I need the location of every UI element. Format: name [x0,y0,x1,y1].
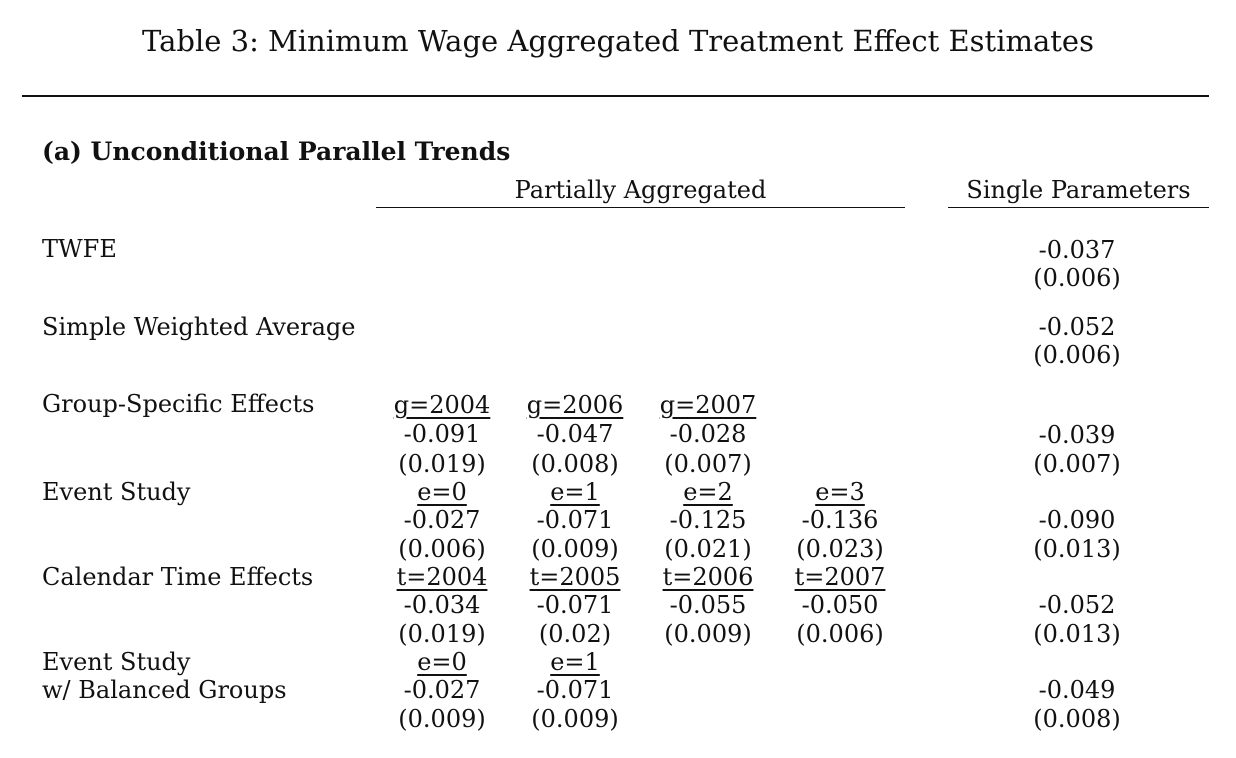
single-estimate: -0.039 [1038,421,1116,449]
group-estimate: -0.034 [403,591,481,619]
single-estimate: -0.049 [1038,676,1116,704]
group-se: (0.006) [398,535,486,563]
group-se: (0.006) [796,620,884,648]
group-se: (0.019) [398,450,486,478]
row-label-event-study: Event Study [42,478,191,506]
group-se: (0.023) [796,535,884,563]
single-estimate: -0.090 [1038,506,1116,534]
group-se: (0.021) [664,535,752,563]
single-se: (0.013) [1033,535,1121,563]
group-header: g=2007 [659,391,757,419]
group-se: (0.009) [531,705,619,733]
group-se: (0.008) [531,450,619,478]
group-header: e=0 [417,648,467,676]
single-se: (0.007) [1033,450,1121,478]
group-header: e=1 [550,648,600,676]
header-single-parameters: Single Parameters [966,176,1191,204]
group-estimate: -0.125 [669,506,747,534]
group-header: t=2005 [529,563,621,591]
group-se: (0.009) [531,535,619,563]
group-se: (0.007) [664,450,752,478]
group-header: e=0 [417,478,467,506]
group-estimate: -0.136 [801,506,879,534]
group-estimate: -0.027 [403,506,481,534]
single-estimate: -0.052 [1038,591,1116,619]
group-header: t=2006 [662,563,754,591]
single-se: (0.006) [1033,341,1121,369]
row-label-calendar-time-effects: Calendar Time Effects [42,563,314,591]
row-label-twfe: TWFE [42,235,117,263]
group-header: g=2004 [393,391,491,419]
header-rule-partial [376,207,905,208]
group-estimate: -0.091 [403,420,481,448]
top-rule [22,95,1209,97]
group-estimate: -0.028 [669,420,747,448]
single-estimate: -0.037 [1038,236,1116,264]
group-se: (0.02) [538,620,612,648]
single-se: (0.008) [1033,705,1121,733]
single-se: (0.006) [1033,264,1121,292]
group-header: t=2007 [794,563,886,591]
single-se: (0.013) [1033,620,1121,648]
row-label-event-study-balanced-line2: w/ Balanced Groups [42,676,287,704]
header-partially-aggregated: Partially Aggregated [514,176,767,204]
group-estimate: -0.055 [669,591,747,619]
header-rule-single [948,207,1209,208]
panel-title: (a) Unconditional Parallel Trends [42,137,511,166]
row-label-group-specific-effects: Group-Specific Effects [42,390,315,418]
row-label-event-study-balanced: Event Study [42,648,191,676]
group-estimate: -0.027 [403,676,481,704]
group-estimate: -0.047 [536,420,614,448]
group-header: e=2 [683,478,733,506]
row-label-simple-weighted-average: Simple Weighted Average [42,313,356,341]
group-estimate: -0.050 [801,591,879,619]
group-header: e=3 [815,478,865,506]
single-estimate: -0.052 [1038,313,1116,341]
group-header: e=1 [550,478,600,506]
table-title: Table 3: Minimum Wage Aggregated Treatme… [142,24,1094,58]
group-header: g=2006 [526,391,624,419]
group-se: (0.009) [664,620,752,648]
group-se: (0.009) [398,705,486,733]
group-se: (0.019) [398,620,486,648]
group-header: t=2004 [396,563,488,591]
group-estimate: -0.071 [536,676,614,704]
group-estimate: -0.071 [536,506,614,534]
group-estimate: -0.071 [536,591,614,619]
